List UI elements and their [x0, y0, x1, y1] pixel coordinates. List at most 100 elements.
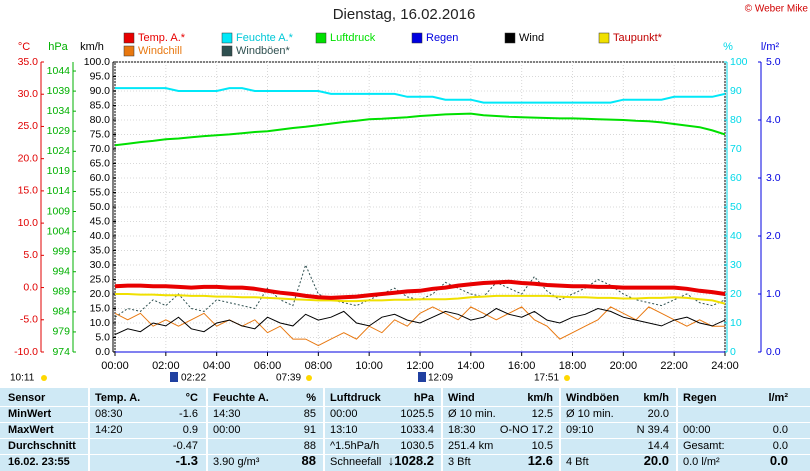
- y-tick-label: 989: [52, 286, 70, 298]
- table-cell: Ø 10 min.: [566, 408, 614, 420]
- table-cell: Luftdruck: [330, 392, 381, 404]
- y-tick-label: 1029: [47, 125, 71, 137]
- table-cell: -0.47: [172, 440, 198, 452]
- series-line: [114, 112, 726, 147]
- column-separator: [676, 388, 678, 471]
- y-tick-label: 40.0: [90, 230, 111, 242]
- legend-label: Feuchte A.*: [236, 32, 294, 44]
- table-cell: 0.9: [182, 424, 198, 436]
- axis-title: l/m²: [761, 41, 780, 53]
- y-tick-label: 70.0: [90, 143, 111, 155]
- table-cell: MaxWert: [8, 424, 54, 436]
- table-cell: 3 Bft: [448, 456, 471, 468]
- table-cell: Durchschnitt: [8, 440, 76, 452]
- table-cell: 14:30: [213, 408, 241, 420]
- axis-title: %: [723, 41, 733, 53]
- row-separator: [0, 454, 810, 455]
- legend-label: Regen: [426, 32, 458, 44]
- legend-swatch: [504, 32, 516, 44]
- y-tick-label: 5.0: [95, 331, 110, 343]
- table-cell: 08:30: [95, 408, 123, 420]
- series-line: [114, 307, 726, 336]
- y-tick-label: 1019: [47, 165, 71, 177]
- x-tick-label: 14:00: [457, 360, 485, 372]
- table-cell: km/h: [643, 392, 669, 404]
- column-separator: [206, 388, 208, 471]
- y-tick-label: 1009: [47, 205, 71, 217]
- table-cell: 4 Bft: [566, 456, 589, 468]
- legend-label: Temp. A.*: [138, 32, 186, 44]
- y-tick-label: -5.0: [20, 314, 38, 326]
- y-tick-label: 0.0: [95, 346, 110, 358]
- x-tick-label: 00:00: [101, 360, 129, 372]
- y-tick-label: 984: [52, 306, 70, 318]
- column-separator: [559, 388, 561, 471]
- table-cell: hPa: [413, 392, 434, 404]
- y-tick-label: 95.0: [90, 70, 111, 82]
- table-cell: 00:00: [330, 408, 358, 420]
- y-tick-label: 60: [730, 172, 742, 184]
- table-cell: Sensor: [8, 392, 46, 404]
- y-tick-label: 100: [730, 56, 748, 68]
- y-tick-label: 974: [52, 346, 70, 358]
- y-tick-label: 30.0: [18, 88, 39, 100]
- x-tick-label: 02:00: [152, 360, 180, 372]
- table-cell: MinWert: [8, 408, 52, 420]
- series-line: [114, 279, 726, 300]
- astro-time: 12:09: [428, 373, 453, 384]
- y-tick-label: 65.0: [90, 157, 111, 169]
- y-tick-label: 30.0: [90, 259, 111, 271]
- y-tick-label: 0.0: [23, 281, 38, 293]
- row-separator: [0, 422, 810, 423]
- y-tick-label: 5.0: [23, 249, 38, 261]
- y-tick-label: 979: [52, 326, 70, 338]
- table-cell: 88: [303, 440, 316, 452]
- legend-swatch: [221, 45, 233, 57]
- y-tick-label: 40: [730, 230, 742, 242]
- legend-swatch: [123, 32, 135, 44]
- table-cell: 1033.4: [400, 424, 434, 436]
- table-cell: N 39.4: [636, 424, 669, 436]
- table-cell: 91: [303, 424, 316, 436]
- table-cell: 1030.5: [400, 440, 434, 452]
- table-cell: 0.0: [772, 440, 788, 452]
- x-tick-label: 10:00: [355, 360, 383, 372]
- y-tick-label: 15.0: [18, 185, 39, 197]
- y-tick-label: 20: [730, 288, 742, 300]
- y-tick-label: 70: [730, 143, 742, 155]
- x-tick-label: 08:00: [305, 360, 333, 372]
- legend-swatch: [123, 45, 135, 57]
- table-cell: 3.90 g/m³: [213, 456, 260, 468]
- table-cell: Feuchte A.: [213, 392, 269, 404]
- table-cell: 12.6: [527, 453, 553, 468]
- y-tick-label: 1044: [47, 65, 71, 77]
- table-cell: 00:00: [213, 424, 241, 436]
- legend-swatch: [598, 32, 610, 44]
- y-tick-label: 10.0: [90, 317, 111, 329]
- y-tick-label: 5.0: [766, 56, 781, 68]
- y-tick-label: 35.0: [90, 244, 111, 256]
- series-line: [114, 306, 725, 347]
- x-tick-label: 18:00: [559, 360, 587, 372]
- legend-swatch: [411, 32, 423, 44]
- y-tick-label: 25.0: [90, 273, 111, 285]
- sun-icon: [564, 375, 570, 381]
- y-tick-label: 85.0: [90, 99, 111, 111]
- table-cell: Temp. A.: [95, 392, 141, 404]
- y-tick-label: 75.0: [90, 128, 111, 140]
- table-cell: 0.0: [769, 453, 788, 468]
- series-line: [115, 293, 726, 305]
- column-separator: [88, 388, 90, 471]
- x-tick-label: 06:00: [254, 360, 282, 372]
- legend-swatch: [315, 32, 327, 44]
- table-cell: 12.5: [531, 408, 553, 420]
- legend-label: Windchill: [138, 45, 182, 57]
- table-cell: km/h: [527, 392, 553, 404]
- table-cell: 0.0 l/m²: [683, 456, 720, 468]
- table-cell: 251.4 km: [448, 440, 494, 452]
- y-tick-label: 80.0: [90, 114, 111, 126]
- y-tick-label: 60.0: [90, 172, 111, 184]
- y-tick-label: 0: [730, 346, 736, 358]
- y-tick-label: 25.0: [18, 120, 39, 132]
- table-cell: 10.5: [531, 440, 553, 452]
